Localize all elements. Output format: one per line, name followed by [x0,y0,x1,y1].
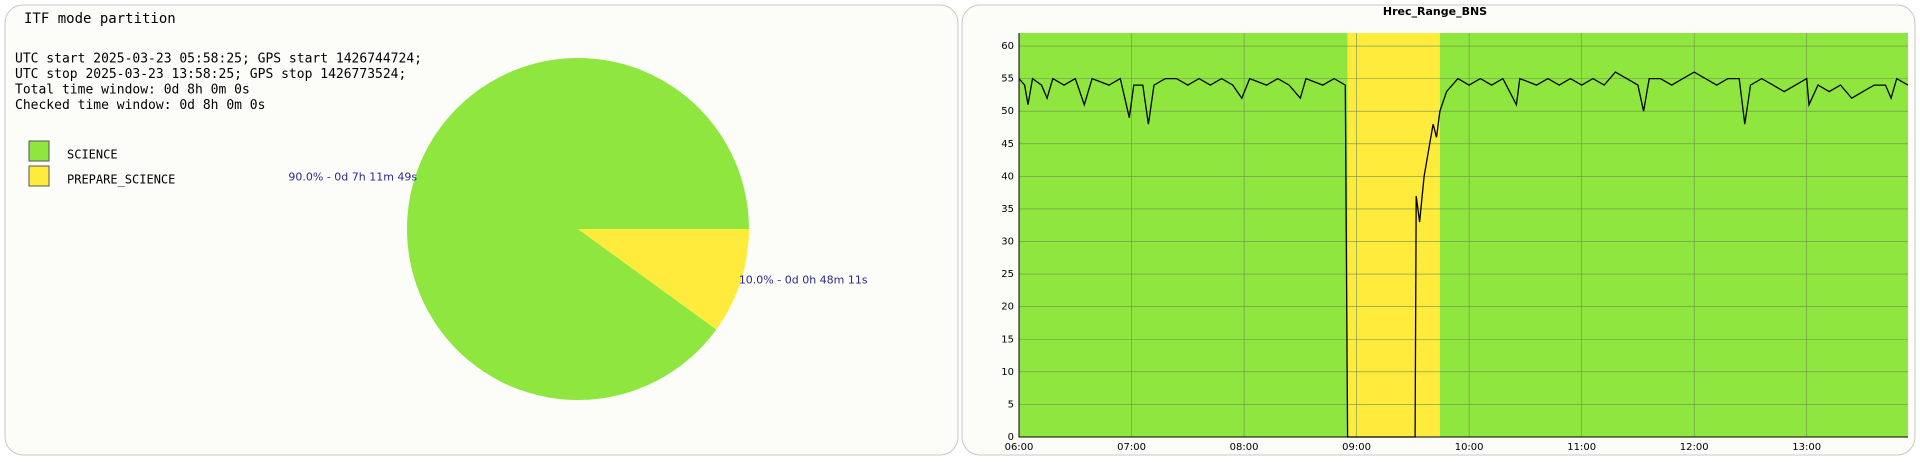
info-line: Checked time window: 0d 8h 0m 0s [15,98,265,113]
mode-band [1439,33,1908,437]
y-tick-label: 60 [1001,41,1014,52]
y-tick-label: 5 [1008,399,1014,410]
info-line: Total time window: 0d 8h 0m 0s [15,83,250,98]
mode-band [1019,33,1348,437]
y-tick-label: 20 [1001,302,1014,313]
y-tick-label: 25 [1001,269,1014,280]
slice-label: 90.0% - 0d 7h 11m 49s [288,170,417,183]
slice-label: 10.0% - 0d 0h 48m 11s [739,274,868,287]
x-tick-label: 13:00 [1792,442,1821,453]
data-line [1018,71,1909,438]
pie-title: ITF mode partition [24,11,176,27]
y-tick-label: 35 [1001,204,1014,215]
pie-slice [578,229,749,330]
x-tick-label: 10:00 [1455,442,1484,453]
legend-swatch [28,140,50,162]
x-tick-label: 07:00 [1117,442,1146,453]
y-tick-label: 10 [1001,367,1014,378]
y-tick-label: 55 [1001,74,1014,85]
mode-band [1347,33,1440,437]
y-tick-label: 30 [1001,237,1014,248]
x-tick-label: 12:00 [1680,442,1709,453]
y-tick-label: 15 [1001,334,1014,345]
x-tick-label: 06:00 [1005,442,1034,453]
x-tick-label: 11:00 [1567,442,1596,453]
plot-frame [1018,33,1908,438]
info-line: UTC stop 2025-03-23 13:58:25; GPS stop 1… [15,67,406,82]
y-tick-label: 40 [1001,171,1014,182]
pie-slice [407,58,749,401]
y-tick-label: 50 [1001,106,1014,117]
legend-label: PREPARE_SCIENCE [67,173,175,187]
y-tick-label: 45 [1001,139,1014,150]
info-line: UTC start 2025-03-23 05:58:25; GPS start… [15,52,422,67]
y-tick-label: 0 [1008,432,1014,443]
line-title: Hrec_Range_BNS [1383,5,1487,18]
x-tick-label: 08:00 [1230,442,1259,453]
legend-swatch [28,165,50,187]
x-tick-label: 09:00 [1342,442,1371,453]
legend-label: SCIENCE [67,148,118,162]
